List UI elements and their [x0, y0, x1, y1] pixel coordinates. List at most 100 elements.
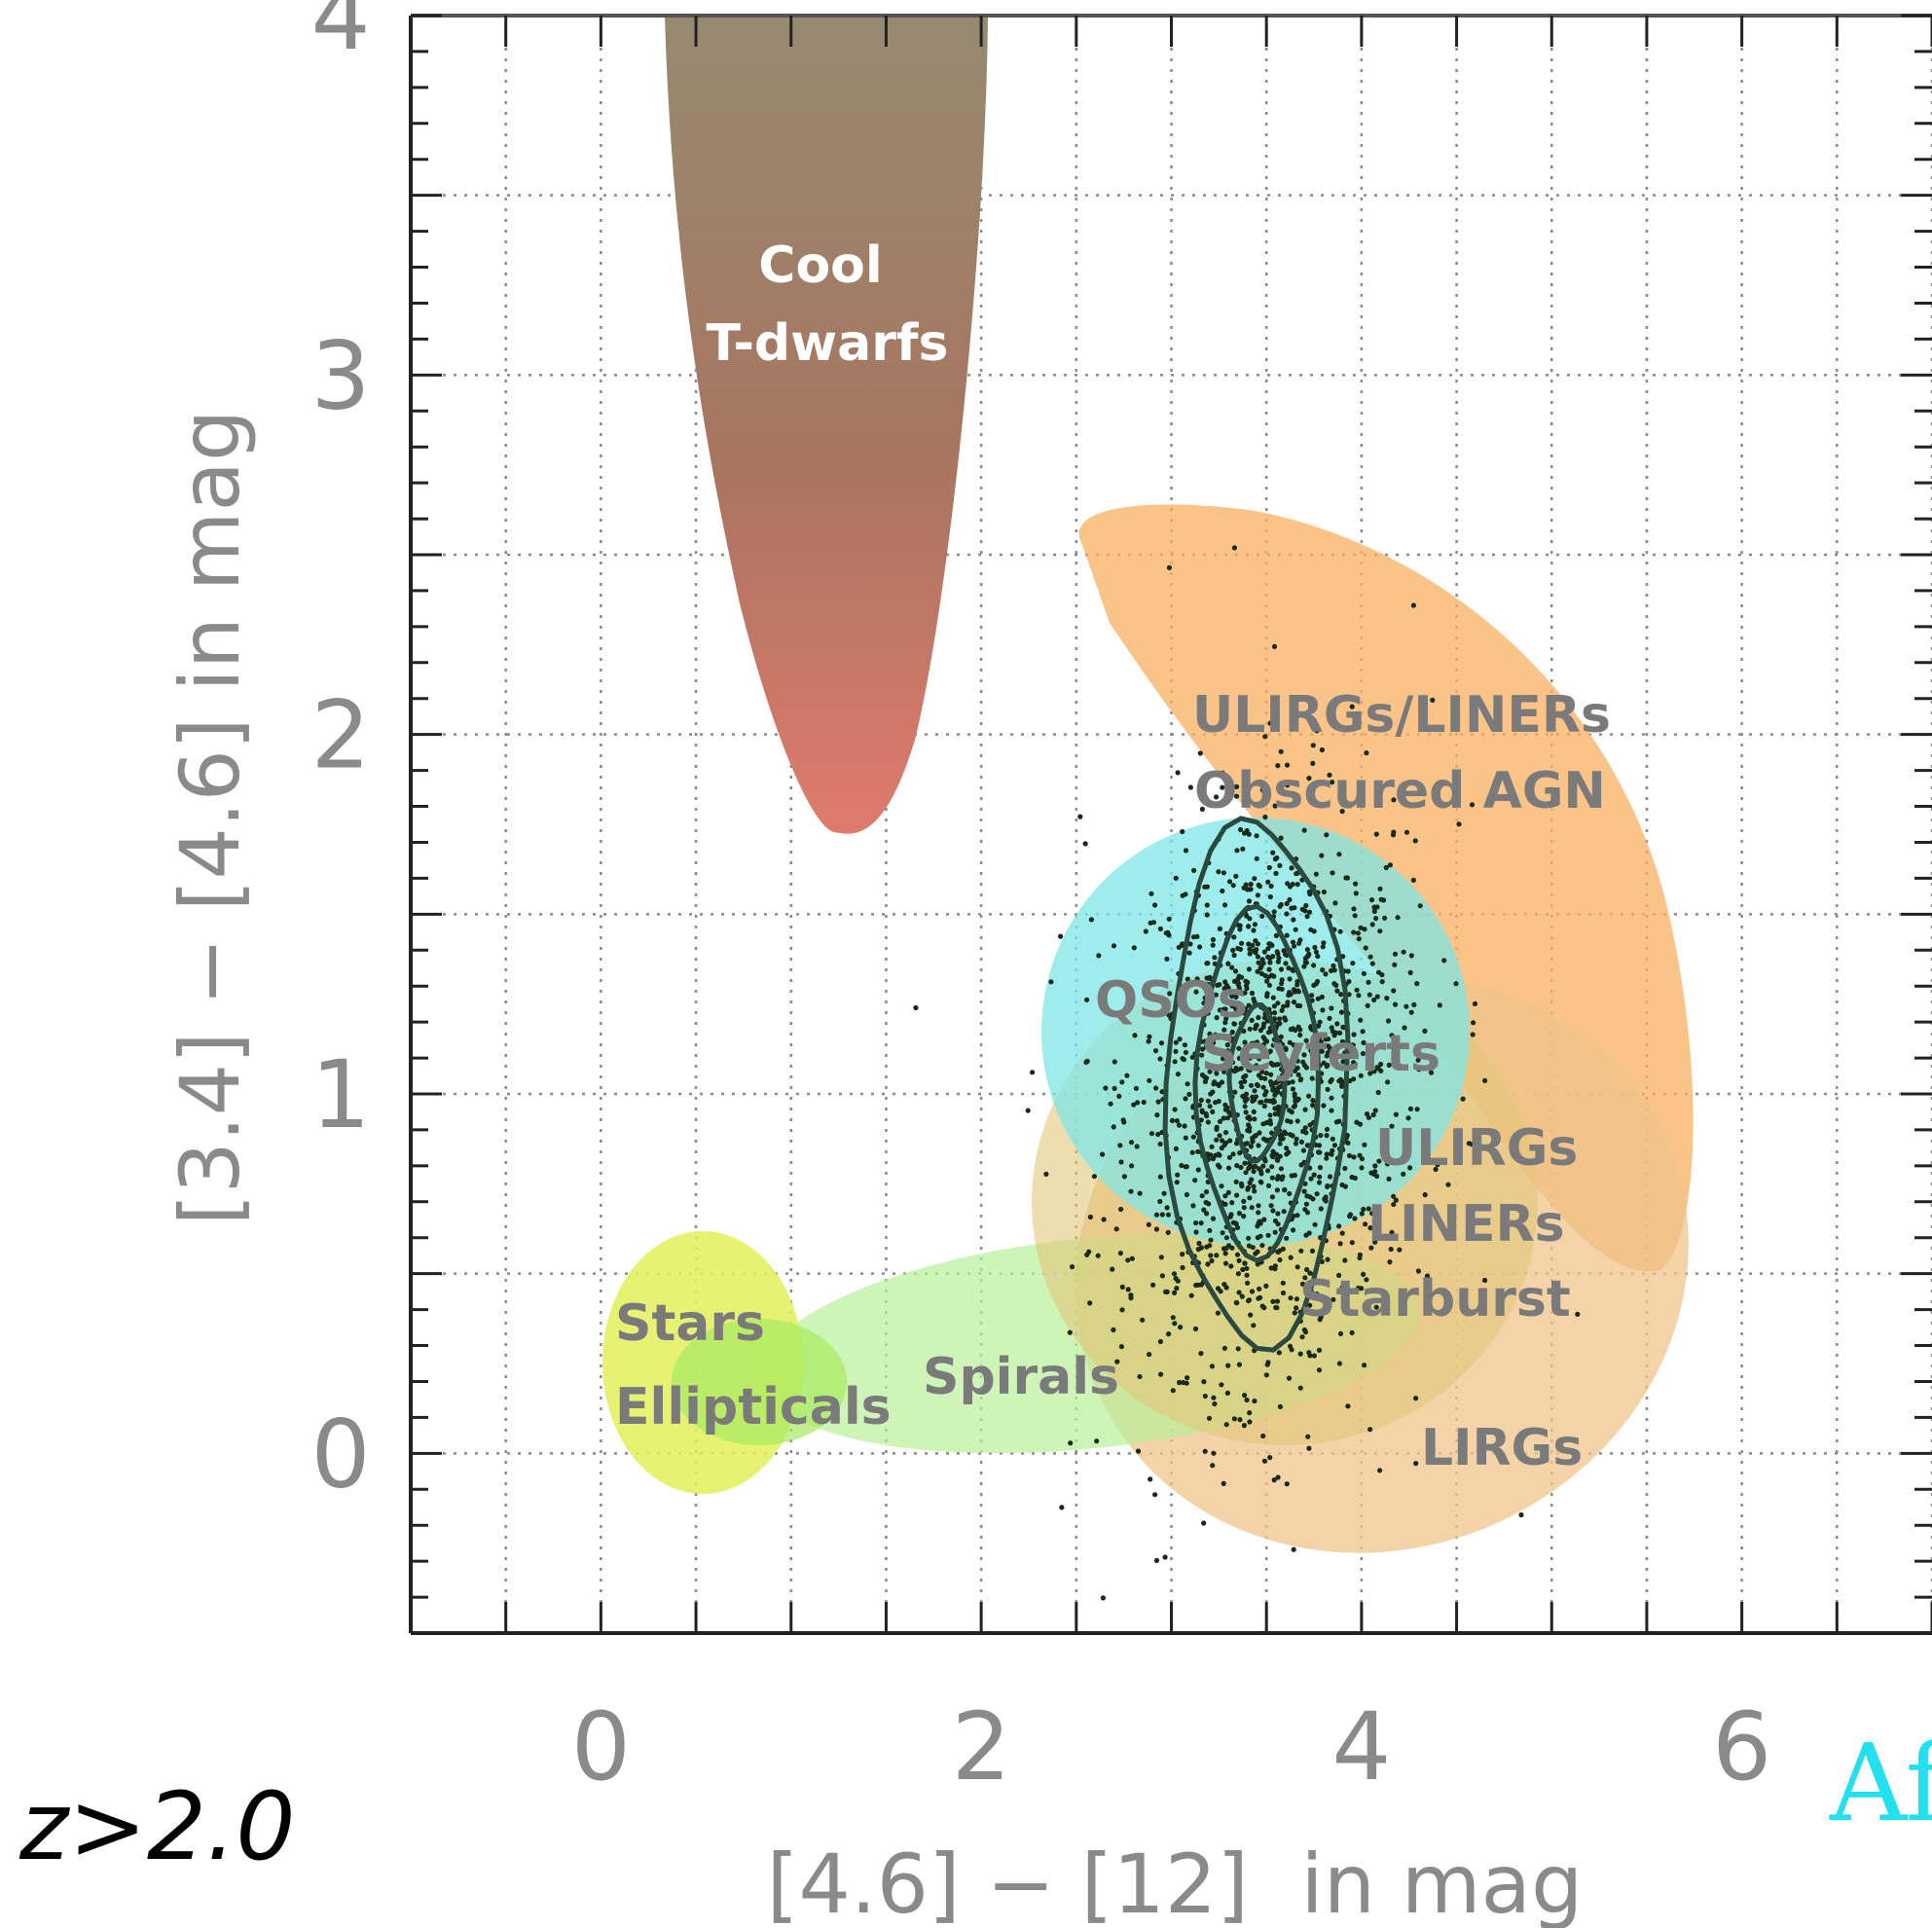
- data-point: [1222, 1193, 1228, 1199]
- data-point: [1313, 949, 1319, 955]
- data-point: [1103, 1085, 1109, 1091]
- data-point: [1339, 809, 1345, 815]
- data-point: [1352, 1175, 1358, 1182]
- data-point: [1261, 1217, 1267, 1222]
- data-point: [1210, 936, 1216, 943]
- data-point: [1349, 704, 1355, 709]
- data-point: [1403, 829, 1410, 835]
- data-point: [1224, 797, 1230, 803]
- data-point: [1277, 862, 1283, 869]
- data-point: [1218, 1289, 1223, 1294]
- data-point: [1295, 1096, 1301, 1102]
- data-point: [1275, 1211, 1281, 1217]
- data-point: [1246, 941, 1252, 947]
- data-point: [1354, 987, 1360, 993]
- data-point: [1221, 1282, 1227, 1288]
- data-point: [1318, 1312, 1324, 1318]
- data-point: [1363, 945, 1368, 951]
- data-point: [1247, 916, 1253, 922]
- data-point: [1177, 1037, 1183, 1042]
- data-point: [1274, 1305, 1280, 1311]
- data-point: [1294, 882, 1300, 888]
- data-point: [1295, 988, 1301, 994]
- data-point: [1133, 1085, 1139, 1091]
- data-point: [1222, 1260, 1229, 1266]
- data-point: [1368, 897, 1375, 903]
- data-point: [1154, 1112, 1160, 1118]
- data-point: [1225, 961, 1231, 966]
- data-point: [1299, 1334, 1305, 1340]
- data-point: [1278, 748, 1284, 754]
- data-point: [1247, 946, 1253, 952]
- data-point: [1201, 1379, 1207, 1385]
- data-point: [1264, 978, 1270, 984]
- data-point: [1157, 1338, 1163, 1345]
- data-point: [1258, 801, 1264, 808]
- data-point: [1325, 1050, 1331, 1056]
- data-point: [1272, 856, 1278, 862]
- data-point: [1278, 901, 1284, 908]
- data-point: [1303, 1130, 1309, 1136]
- contour-line: [1226, 1001, 1288, 1164]
- data-point: [1272, 1263, 1278, 1269]
- data-point: [1214, 794, 1220, 800]
- data-point: [1275, 959, 1281, 964]
- data-point: [1271, 643, 1278, 650]
- data-point: [1245, 1280, 1251, 1286]
- data-point: [1306, 1445, 1312, 1451]
- data-point: [1395, 915, 1401, 921]
- data-point: [1255, 941, 1260, 947]
- data-point: [1339, 1038, 1346, 1044]
- data-point: [1358, 925, 1364, 930]
- data-point: [1325, 1256, 1331, 1262]
- data-point: [1262, 734, 1268, 740]
- data-point: [1230, 1151, 1236, 1157]
- data-point: [1161, 1190, 1167, 1196]
- data-point: [1371, 908, 1377, 915]
- data-point: [1209, 1257, 1215, 1264]
- data-point: [1261, 1103, 1267, 1110]
- data-point: [1284, 932, 1290, 938]
- data-point: [1270, 1298, 1276, 1304]
- data-point: [1303, 1037, 1309, 1043]
- data-point: [1283, 952, 1289, 958]
- data-point: [1388, 1246, 1394, 1253]
- label-cool: Cool: [758, 236, 882, 295]
- data-point: [1158, 1255, 1164, 1260]
- data-point: [1384, 1161, 1391, 1167]
- data-point: [1281, 1209, 1287, 1215]
- data-point: [1234, 783, 1240, 790]
- data-point: [1307, 1302, 1313, 1308]
- data-point: [1456, 821, 1462, 827]
- data-point: [1247, 1068, 1253, 1073]
- data-point: [1327, 1174, 1333, 1180]
- y-tick-label: 0: [310, 1400, 370, 1509]
- data-point: [1377, 928, 1383, 934]
- data-point: [1403, 1003, 1409, 1009]
- data-point: [1263, 1372, 1269, 1378]
- data-point: [1172, 1321, 1178, 1327]
- data-point: [1371, 1069, 1377, 1074]
- data-point: [1291, 1546, 1296, 1552]
- data-point: [1285, 881, 1291, 887]
- data-point: [1304, 947, 1310, 953]
- data-point: [1223, 1422, 1229, 1428]
- data-point: [1256, 1203, 1261, 1209]
- data-point: [1367, 992, 1372, 998]
- data-point: [1234, 1192, 1240, 1198]
- data-point: [1393, 1197, 1399, 1203]
- data-point: [1329, 1151, 1334, 1157]
- data-point: [1250, 1139, 1256, 1145]
- data-point: [1158, 1371, 1164, 1377]
- data-point: [1258, 1074, 1264, 1081]
- data-point: [1165, 1212, 1171, 1218]
- data-point: [1240, 846, 1246, 852]
- data-point: [1179, 1162, 1185, 1169]
- data-point: [1239, 1084, 1245, 1090]
- y-tick-label: 4: [310, 0, 370, 71]
- data-point: [1101, 1217, 1107, 1222]
- data-point: [1302, 1207, 1308, 1213]
- x-axis-title: [4.6] − [12] in mag: [767, 1837, 1584, 1928]
- data-point: [1366, 1114, 1371, 1120]
- data-point: [1291, 917, 1296, 923]
